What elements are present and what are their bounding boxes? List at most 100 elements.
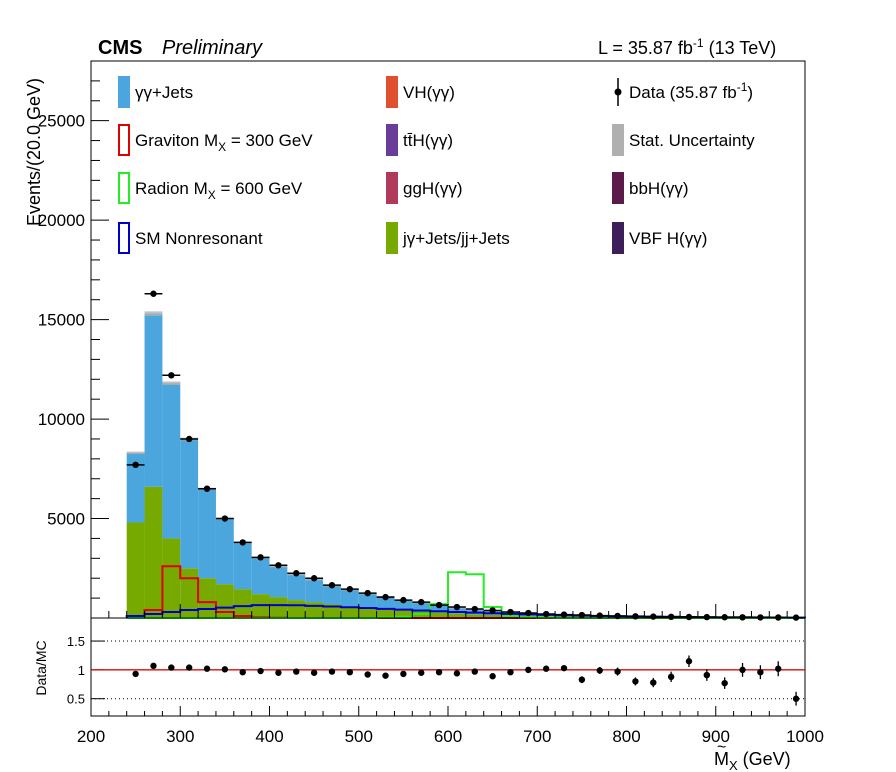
- y-tick-label: 10000: [38, 410, 85, 429]
- legend-swatch: [118, 222, 130, 254]
- legend-label: VBF H(γγ): [629, 229, 707, 248]
- ratio-point: [632, 678, 639, 685]
- legend-swatch: [118, 172, 130, 204]
- ratio-frame: [90, 617, 806, 717]
- legend-label: tt̄H(γγ): [403, 131, 453, 150]
- legend-label: bbH(γγ): [629, 179, 689, 198]
- bar-jjetsjjjets: [340, 606, 359, 618]
- ratio-point: [471, 668, 478, 675]
- ratio-y-axis-label: Data/MC: [33, 640, 49, 695]
- ratio-point: [346, 668, 354, 676]
- bar-jets: [340, 589, 359, 607]
- tilde-mark: ~: [717, 739, 726, 756]
- data-point: [257, 554, 264, 561]
- bar-jjetsjjjets: [126, 522, 145, 618]
- ratio-point: [239, 668, 246, 676]
- data-point: [346, 585, 354, 593]
- bar-jjetsjjjets: [465, 614, 484, 618]
- ratio-point: [435, 668, 443, 676]
- ratio-point: [275, 669, 282, 676]
- ratio-point: [775, 665, 782, 672]
- bar-jets: [162, 383, 181, 539]
- data-point: [435, 601, 443, 609]
- x-tick-label: 800: [612, 727, 640, 746]
- ratio-point: [703, 671, 711, 679]
- x-tick-label: 300: [166, 727, 194, 746]
- data-point: [560, 611, 568, 618]
- data-point: [203, 485, 211, 492]
- data-point: [221, 515, 229, 522]
- ratio-point: [757, 668, 764, 676]
- data-point: [632, 613, 639, 620]
- bar-jets: [430, 604, 448, 613]
- ratio-y-tick-label: 1: [78, 663, 85, 678]
- bar-jjetsjjjets: [394, 610, 413, 618]
- legend-label: ggH(γγ): [403, 179, 463, 198]
- bar-jjetsjjjets: [233, 589, 252, 618]
- bar-jjetsjjjets: [430, 612, 448, 618]
- bar-jets: [376, 596, 395, 610]
- ratio-y-tick-label: 1.5: [67, 634, 85, 649]
- bar-jets: [323, 585, 341, 605]
- ratio-point: [203, 665, 211, 672]
- x-tick-label: 500: [345, 727, 373, 746]
- data-point: [328, 581, 336, 589]
- data-point: [703, 613, 711, 621]
- preliminary-label: Preliminary: [162, 37, 263, 59]
- legend-label: γγ+Jets: [135, 83, 193, 102]
- bar-jjetsjjjets: [215, 584, 234, 618]
- bar-jets: [144, 313, 163, 487]
- ratio-point: [614, 668, 621, 675]
- legend-label: Graviton MX = 300 GeV: [135, 131, 313, 154]
- bar-jjetsjjjets: [358, 607, 377, 618]
- data-point: [507, 608, 514, 616]
- bar-jjetsjjjets: [144, 486, 163, 618]
- ratio-point: [739, 666, 746, 674]
- legend: γγ+Jets VH(γγ) Data (35.87 fb-1) Graviton M…: [118, 76, 755, 254]
- stat-uncertainty-band: [144, 311, 163, 316]
- bar-jets: [358, 593, 377, 608]
- ratio-point: [364, 671, 371, 678]
- ratio-point: [453, 670, 461, 677]
- stat-uncertainty-band: [162, 381, 181, 386]
- x-tick-label: 700: [523, 727, 551, 746]
- ratio-point: [650, 679, 657, 686]
- ratio-point: [257, 667, 264, 675]
- ratio-point: [310, 669, 318, 676]
- ratio-point: [185, 664, 193, 671]
- stat-uncertainty-band: [126, 451, 145, 455]
- y-tick-label: 5000: [47, 510, 85, 529]
- legend-data-marker: [614, 88, 622, 96]
- y-axis-label: Events/(20.0 GeV): [24, 78, 44, 226]
- data-point: [364, 589, 371, 597]
- cms-label: CMS: [98, 37, 142, 59]
- data-point: [489, 607, 496, 614]
- ratio-point: [542, 665, 550, 672]
- legend-swatch: [612, 172, 624, 204]
- x-tick-label: 900: [702, 727, 730, 746]
- bar-jets: [448, 607, 466, 614]
- ratio-point: [721, 679, 728, 687]
- data-point: [168, 372, 175, 379]
- data-point: [525, 609, 532, 617]
- ratio-panel: 200 300 400 500 600 700 800 900 1000 0.5 1 1.5: [67, 617, 824, 746]
- ratio-point: [400, 670, 407, 678]
- data-point: [310, 575, 318, 582]
- ratio-point: [507, 668, 514, 676]
- x-tick-label: 200: [77, 727, 105, 746]
- legend-swatch: [386, 124, 398, 156]
- ratio-point: [560, 664, 568, 672]
- legend-label: Data (35.87 fb-1): [629, 80, 753, 102]
- data-point: [542, 610, 550, 618]
- ratio-point: [667, 673, 675, 680]
- ratio-point: [132, 670, 139, 678]
- y-tick-label: 15000: [38, 311, 85, 330]
- bar-jets: [287, 574, 306, 601]
- legend-swatch: [612, 124, 624, 156]
- legend-swatch: [386, 76, 398, 108]
- data-point: [382, 593, 389, 601]
- legend-swatch: [118, 76, 130, 108]
- bar-jjetsjjjets: [483, 615, 502, 618]
- ratio-point: [525, 666, 532, 674]
